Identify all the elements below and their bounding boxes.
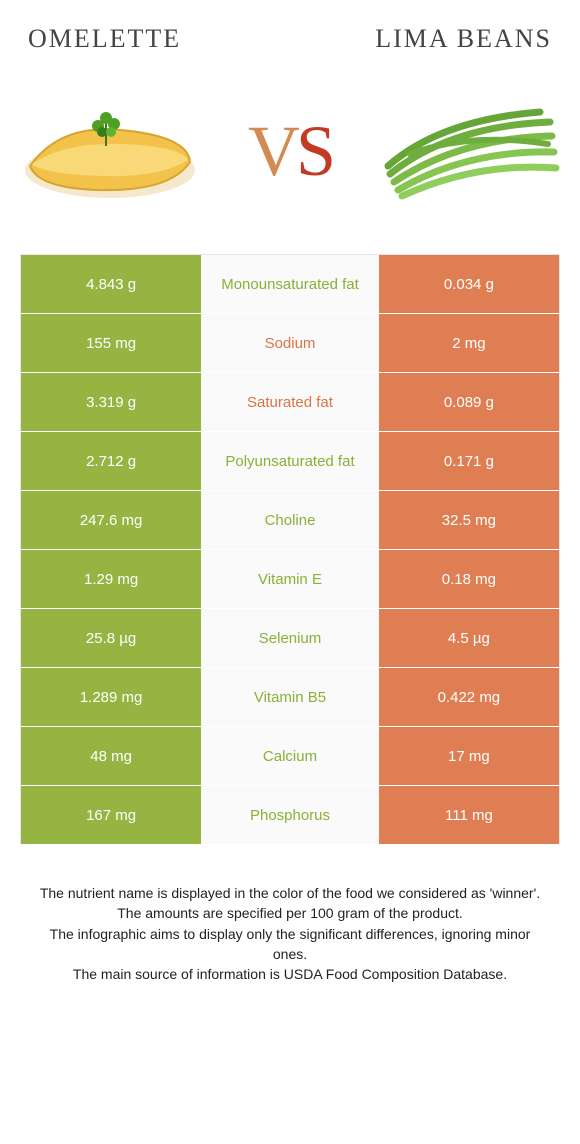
cell-left-value: 167 mg	[21, 786, 201, 844]
vs-letter-s: S	[296, 115, 332, 187]
cell-nutrient-label: Phosphorus	[201, 786, 379, 844]
footer-notes: The nutrient name is displayed in the co…	[20, 845, 560, 984]
cell-nutrient-label: Vitamin E	[201, 550, 379, 608]
cell-nutrient-label: Selenium	[201, 609, 379, 667]
cell-right-value: 0.18 mg	[379, 550, 559, 608]
vs-letter-v: V	[248, 115, 296, 187]
cell-right-value: 2 mg	[379, 314, 559, 372]
cell-left-value: 48 mg	[21, 727, 201, 785]
table-row: 155 mgSodium2 mg	[21, 314, 559, 373]
cell-right-value: 32.5 mg	[379, 491, 559, 549]
header-titles: Omelette Lima beans	[20, 24, 560, 58]
cell-nutrient-label: Choline	[201, 491, 379, 549]
cell-left-value: 25.8 µg	[21, 609, 201, 667]
cell-right-value: 4.5 µg	[379, 609, 559, 667]
nutrient-table: 4.843 gMonounsaturated fat0.034 g155 mgS…	[20, 254, 560, 845]
omelette-icon	[20, 96, 200, 206]
table-row: 1.289 mgVitamin B50.422 mg	[21, 668, 559, 727]
table-row: 25.8 µgSelenium4.5 µg	[21, 609, 559, 668]
cell-left-value: 247.6 mg	[21, 491, 201, 549]
hero-row: VS	[20, 58, 560, 244]
cell-right-value: 0.089 g	[379, 373, 559, 431]
cell-left-value: 1.29 mg	[21, 550, 201, 608]
cell-left-value: 1.289 mg	[21, 668, 201, 726]
cell-nutrient-label: Polyunsaturated fat	[201, 432, 379, 490]
cell-nutrient-label: Calcium	[201, 727, 379, 785]
cell-left-value: 4.843 g	[21, 255, 201, 313]
table-row: 2.712 gPolyunsaturated fat0.171 g	[21, 432, 559, 491]
page-wrap: Omelette Lima beans VS	[0, 0, 580, 984]
cell-right-value: 0.171 g	[379, 432, 559, 490]
footer-line-2: The amounts are specified per 100 gram o…	[32, 903, 548, 923]
table-row: 4.843 gMonounsaturated fat0.034 g	[21, 255, 559, 314]
cell-right-value: 17 mg	[379, 727, 559, 785]
footer-line-1: The nutrient name is displayed in the co…	[32, 883, 548, 903]
cell-left-value: 155 mg	[21, 314, 201, 372]
cell-left-value: 2.712 g	[21, 432, 201, 490]
table-row: 1.29 mgVitamin E0.18 mg	[21, 550, 559, 609]
footer-line-4: The main source of information is USDA F…	[32, 964, 548, 984]
cell-nutrient-label: Monounsaturated fat	[201, 255, 379, 313]
table-row: 167 mgPhosphorus111 mg	[21, 786, 559, 845]
beans-image	[380, 86, 560, 216]
green-beans-icon	[380, 96, 560, 206]
cell-nutrient-label: Sodium	[201, 314, 379, 372]
cell-right-value: 0.034 g	[379, 255, 559, 313]
cell-right-value: 0.422 mg	[379, 668, 559, 726]
table-row: 247.6 mgCholine32.5 mg	[21, 491, 559, 550]
title-left: Omelette	[28, 24, 181, 54]
footer-line-3: The infographic aims to display only the…	[32, 924, 548, 965]
cell-nutrient-label: Saturated fat	[201, 373, 379, 431]
table-row: 48 mgCalcium17 mg	[21, 727, 559, 786]
title-right: Lima beans	[375, 24, 552, 54]
omelette-image	[20, 86, 200, 216]
table-row: 3.319 gSaturated fat0.089 g	[21, 373, 559, 432]
vs-label: VS	[248, 115, 332, 187]
cell-left-value: 3.319 g	[21, 373, 201, 431]
cell-nutrient-label: Vitamin B5	[201, 668, 379, 726]
cell-right-value: 111 mg	[379, 786, 559, 844]
